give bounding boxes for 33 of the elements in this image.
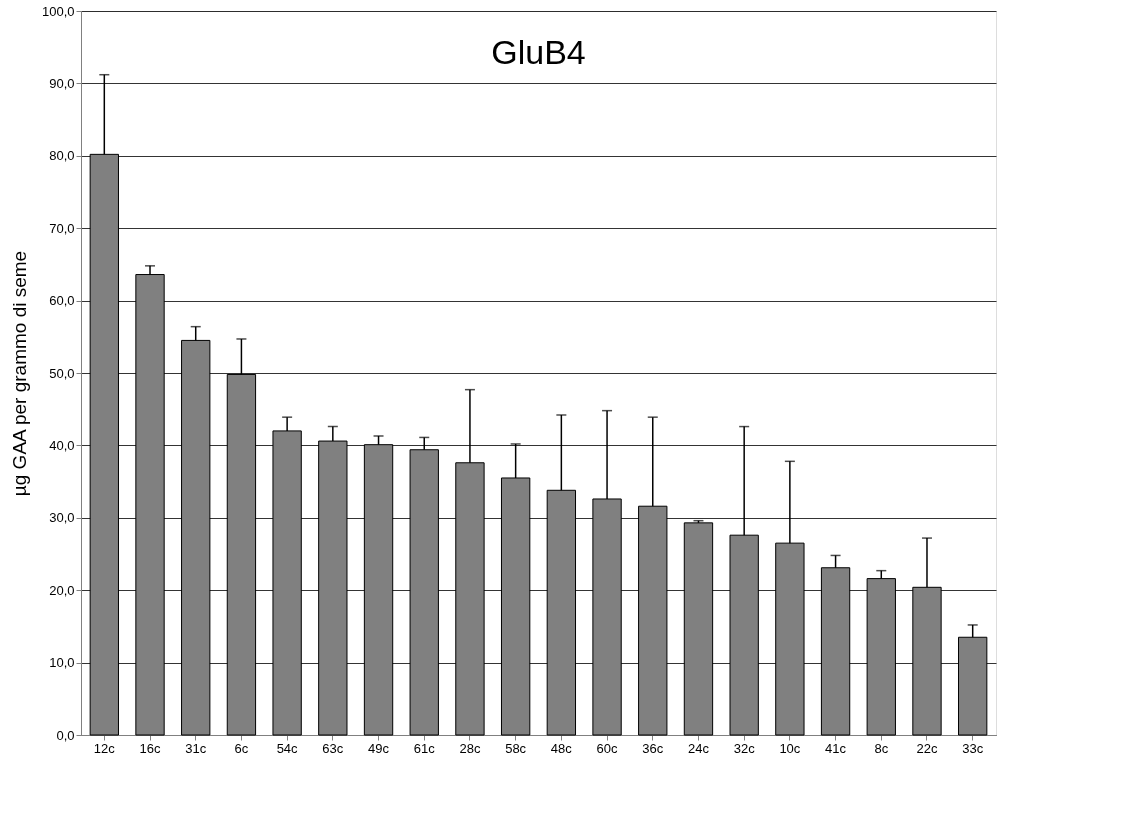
text: GluB4 (491, 33, 586, 71)
y-tick-label: 30,0 (49, 510, 75, 526)
x-tick-label: 60c (596, 740, 619, 756)
x-tick-label: 28c (459, 740, 481, 756)
x-tick-label: 36c (642, 740, 664, 756)
x-tick-label: 16c (139, 740, 161, 756)
x-tick-label: 63c (322, 740, 344, 756)
x-tick-label: 61c (413, 740, 436, 756)
x-tick-label: 49c (368, 740, 390, 756)
x-tick-label: 54c (276, 740, 299, 756)
y-tick-label: 0,0 (56, 727, 75, 743)
x-tick-label: 12c (93, 740, 116, 756)
y-tick-label: 40,0 (49, 437, 75, 453)
y-tick-label: 10,0 (49, 655, 75, 671)
x-tick-label: 32c (733, 740, 756, 756)
x-tick-label: 31c (185, 740, 207, 756)
x-tick-label: 58c (505, 740, 527, 756)
x-tick-label: 10c (779, 740, 801, 756)
x-tick-label: 48c (550, 740, 573, 756)
y-tick-label: 100,0 (41, 3, 75, 19)
y-tick-label: 60,0 (49, 293, 75, 309)
y-tick-label: 80,0 (49, 148, 75, 164)
y-tick-label: 50,0 (49, 365, 75, 381)
x-tick-label: 22c (916, 740, 938, 756)
y-tick-label: 70,0 (49, 220, 75, 236)
y-tick-label: 20,0 (49, 582, 75, 598)
x-tick-label: 33c (962, 740, 984, 756)
x-tick-label: 8c (874, 740, 889, 756)
x-tick-label: 41c (825, 740, 847, 756)
y-tick-label: 90,0 (49, 75, 75, 91)
y-axis-title: µg GAA per grammo di seme (8, 250, 30, 497)
x-tick-label: 24c (687, 740, 710, 756)
x-tick-label: 6c (234, 740, 249, 756)
